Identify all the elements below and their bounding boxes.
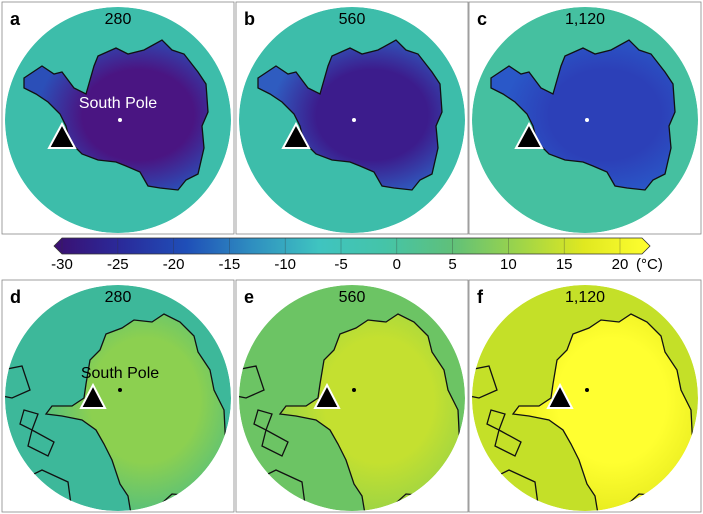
south-pole-dot <box>118 118 122 122</box>
panel-title: 560 <box>339 289 366 306</box>
pole-label: South Pole <box>79 95 157 112</box>
south-pole-dot <box>352 118 356 122</box>
colorbar-tick-label: 10 <box>500 256 517 273</box>
map-panel: a 280 South Pole <box>1 1 235 235</box>
panel-letter: b <box>244 9 255 29</box>
map-panel: c 1,120 <box>468 1 702 235</box>
panel-letter: c <box>477 9 487 29</box>
south-pole-dot <box>585 388 589 392</box>
colorbar-tick-label: -20 <box>163 256 185 273</box>
site-marker <box>313 382 341 409</box>
colorbar-tick-label: -25 <box>107 256 129 273</box>
south-pole-dot <box>118 388 122 392</box>
coast <box>472 365 540 511</box>
colorbar-tick-label: -10 <box>274 256 296 273</box>
map-panel: e 560 <box>235 279 469 513</box>
south-pole-dot <box>352 388 356 392</box>
colorbar-tick-label: 20 <box>612 256 629 273</box>
panel-letter: e <box>244 287 254 307</box>
map-panel: d 280 South Pole <box>1 279 235 513</box>
panel-title: 560 <box>339 11 366 28</box>
panel-letter: d <box>10 287 21 307</box>
site-marker <box>514 121 544 149</box>
panel-title: 280 <box>105 289 132 306</box>
map-panel: f 1,120 <box>468 279 702 513</box>
panel-letter: a <box>10 9 21 29</box>
panel-letter: f <box>477 287 484 307</box>
colorbar-tick-label: 0 <box>393 256 401 273</box>
coast <box>5 365 73 511</box>
panel-title: 1,120 <box>565 11 605 28</box>
site-marker <box>47 121 77 149</box>
colorbar-tick-label: 5 <box>448 256 456 273</box>
site-marker <box>281 121 311 149</box>
map-panel: b 560 <box>235 1 469 235</box>
colorbar-unit: (°C) <box>636 256 663 273</box>
site-marker <box>79 382 107 409</box>
colorbar <box>53 237 651 255</box>
site-marker <box>546 382 574 409</box>
coast <box>239 365 307 511</box>
colorbar-tick-label: 15 <box>556 256 573 273</box>
panel-title: 280 <box>105 11 132 28</box>
colorbar-tick-label: -15 <box>219 256 241 273</box>
pole-label: South Pole <box>81 365 159 382</box>
colorbar-tick-label: -5 <box>334 256 347 273</box>
south-pole-dot <box>585 118 589 122</box>
panel-title: 1,120 <box>565 289 605 306</box>
colorbar-tick-label: -30 <box>51 256 73 273</box>
